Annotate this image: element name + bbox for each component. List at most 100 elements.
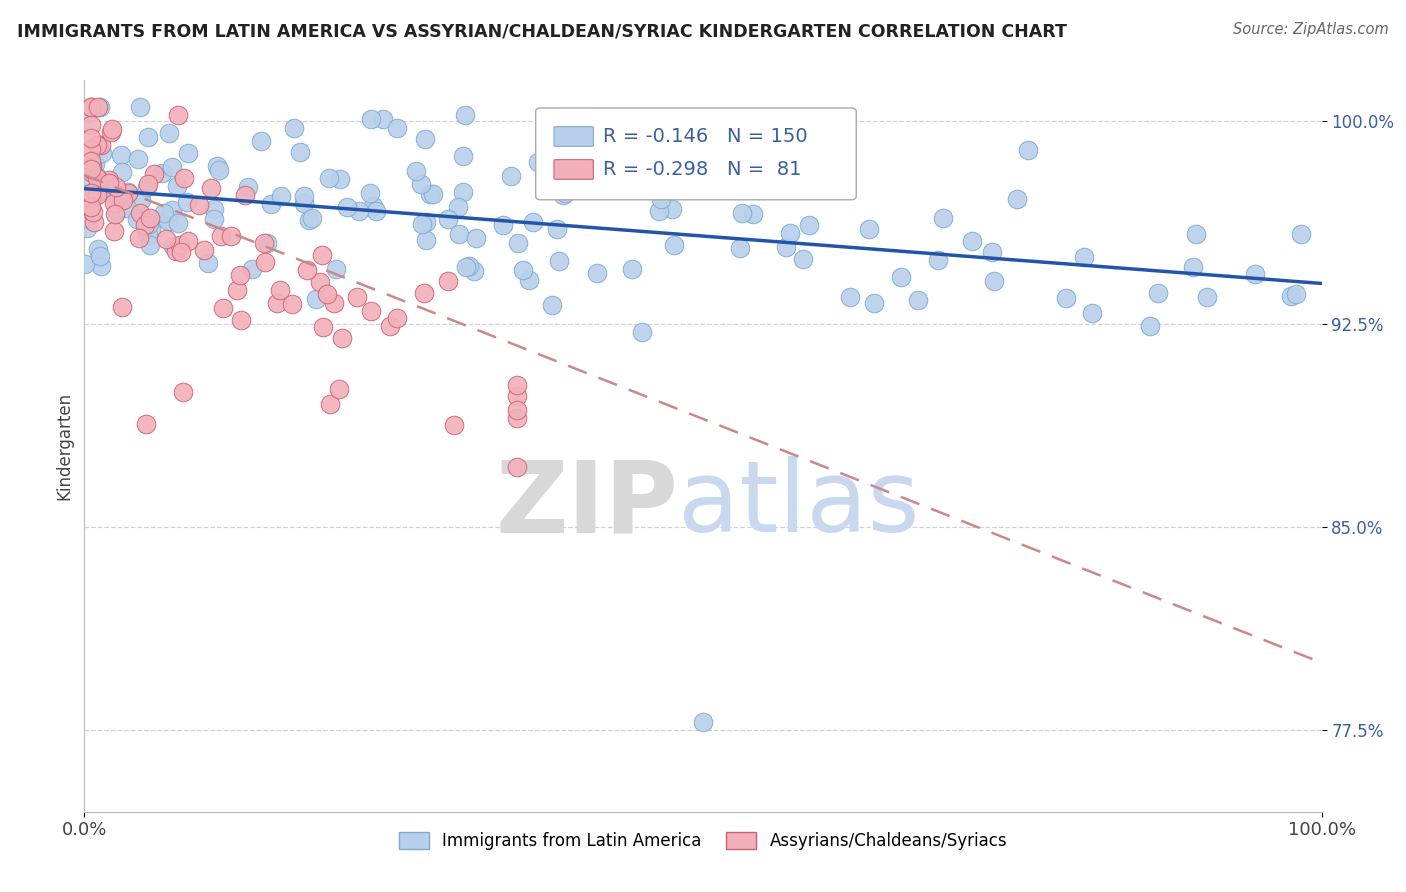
Point xyxy=(1195,290,1218,304)
Point xyxy=(86,170,108,185)
Point xyxy=(228,268,250,282)
Point xyxy=(932,211,955,226)
Text: Source: ZipAtlas.com: Source: ZipAtlas.com xyxy=(1233,22,1389,37)
Point xyxy=(219,229,242,244)
Point xyxy=(162,239,184,253)
Point xyxy=(585,266,607,280)
Point xyxy=(169,238,191,252)
Point xyxy=(208,163,231,178)
Point xyxy=(554,186,576,200)
Point xyxy=(436,211,458,226)
Point xyxy=(380,318,402,333)
Point xyxy=(79,118,101,132)
Point xyxy=(80,165,103,179)
Point xyxy=(202,212,225,227)
Point xyxy=(150,166,173,180)
Point xyxy=(1081,306,1104,320)
Point xyxy=(80,100,103,114)
Point xyxy=(360,304,382,318)
Point xyxy=(104,207,127,221)
Point xyxy=(546,221,568,235)
Point xyxy=(409,178,432,192)
Point xyxy=(111,300,134,314)
Point xyxy=(517,273,540,287)
Point xyxy=(100,125,122,139)
Point xyxy=(82,159,104,173)
Point xyxy=(127,153,149,167)
Point xyxy=(73,169,96,183)
Point xyxy=(134,219,156,233)
Point xyxy=(647,204,669,219)
Point xyxy=(292,195,315,210)
Point xyxy=(464,231,486,245)
Text: R = -0.146   N = 150: R = -0.146 N = 150 xyxy=(603,127,808,146)
Point xyxy=(838,290,860,304)
Point xyxy=(779,226,801,240)
Point xyxy=(526,155,548,169)
Point xyxy=(176,195,198,210)
Point xyxy=(336,200,359,214)
Point xyxy=(86,138,108,153)
Point xyxy=(311,248,333,262)
Point xyxy=(82,205,104,219)
Point xyxy=(205,159,228,173)
Point xyxy=(927,252,949,267)
Point xyxy=(79,142,101,156)
Point xyxy=(157,126,180,140)
Point xyxy=(253,255,276,269)
Point xyxy=(288,145,311,160)
Point xyxy=(139,211,162,225)
Point xyxy=(506,403,529,417)
Point xyxy=(620,261,643,276)
Point xyxy=(983,274,1005,288)
Point xyxy=(87,242,110,256)
Text: R = -0.298   N =  81: R = -0.298 N = 81 xyxy=(603,160,801,179)
Point xyxy=(188,198,211,212)
Point xyxy=(256,236,278,251)
Point xyxy=(422,187,444,202)
Point xyxy=(385,310,408,325)
Point xyxy=(100,186,122,200)
Point xyxy=(385,121,408,136)
Point xyxy=(890,270,912,285)
Point xyxy=(77,186,100,200)
Point xyxy=(316,287,339,301)
Point xyxy=(329,171,352,186)
Point xyxy=(907,293,929,307)
Point xyxy=(76,220,98,235)
Point xyxy=(415,215,437,229)
Point xyxy=(451,186,474,200)
Point xyxy=(551,188,574,202)
Point xyxy=(458,259,481,273)
Point xyxy=(177,146,200,161)
Point xyxy=(318,170,340,185)
Point xyxy=(858,222,880,236)
Point xyxy=(160,160,183,174)
Point xyxy=(238,180,260,194)
Point xyxy=(301,211,323,225)
Point xyxy=(139,238,162,252)
Point xyxy=(83,215,105,229)
Point xyxy=(136,228,159,243)
Point xyxy=(231,312,253,326)
Point xyxy=(266,296,288,310)
Point xyxy=(443,418,465,433)
Point xyxy=(662,238,685,252)
Point xyxy=(87,100,110,114)
Point xyxy=(100,121,122,136)
Point xyxy=(330,331,353,345)
Point xyxy=(727,153,749,168)
Point xyxy=(645,134,668,148)
Point xyxy=(754,818,776,832)
Point xyxy=(90,137,112,152)
Point xyxy=(209,228,232,243)
Point xyxy=(73,257,96,271)
Point xyxy=(155,232,177,246)
Point xyxy=(117,186,139,201)
Point xyxy=(167,108,190,122)
Point xyxy=(139,223,162,237)
Text: IMMIGRANTS FROM LATIN AMERICA VS ASSYRIAN/CHALDEAN/SYRIAC KINDERGARTEN CORRELATI: IMMIGRANTS FROM LATIN AMERICA VS ASSYRIA… xyxy=(17,22,1067,40)
Point xyxy=(79,186,101,201)
Point xyxy=(547,253,569,268)
Point xyxy=(173,170,195,185)
